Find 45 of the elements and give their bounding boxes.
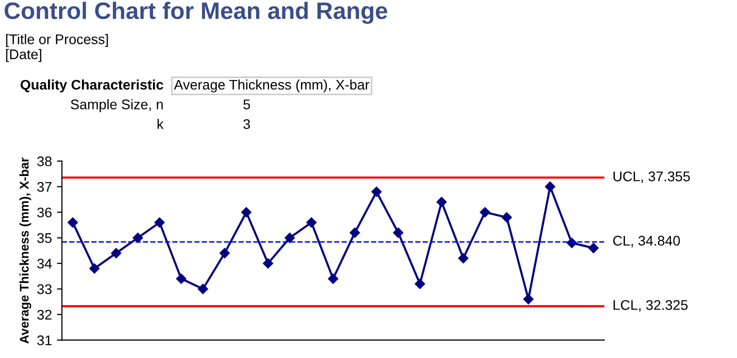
point [89, 263, 100, 274]
text: 5 [243, 100, 250, 110]
text: Sample Size, n [70, 99, 163, 112]
point [262, 258, 274, 268]
point [68, 217, 78, 228]
point [176, 274, 186, 284]
y-axis-title: Average Thickness (mm), X-bar [19, 158, 32, 344]
point [588, 242, 599, 254]
point [371, 186, 382, 197]
point [393, 228, 404, 238]
text: [Date] [6, 49, 42, 62]
point [198, 284, 208, 294]
y-tick-label: 34 [37, 258, 52, 269]
point [523, 294, 534, 304]
ref-line-label: CL, 34.840 [613, 236, 680, 248]
y-tick-label: 32 [37, 310, 52, 320]
y-tick-label: 37 [37, 182, 52, 192]
ref-line-label: LCL, 32.325 [614, 300, 688, 312]
point [220, 248, 230, 258]
y-tick-label: 38 [37, 156, 52, 166]
point [544, 182, 556, 192]
text: Quality Characteristic [20, 79, 164, 92]
chart-subtitle: [Title or Process] [6, 34, 108, 47]
text: 3 [243, 119, 250, 130]
y-tick-label: 35 [37, 233, 52, 243]
point [414, 278, 426, 289]
point [284, 232, 295, 243]
point [241, 207, 252, 218]
point [480, 207, 490, 218]
point [328, 274, 338, 284]
y-tick-label: 33 [37, 284, 52, 294]
point [306, 217, 317, 228]
ref-line-label: UCL, 37.355 [614, 171, 690, 183]
text: Average Thickness (mm), X-bar [174, 79, 370, 92]
point [458, 253, 468, 264]
point [502, 212, 512, 222]
y-tick-label: 36 [37, 208, 52, 218]
point [111, 248, 122, 258]
point [436, 196, 447, 208]
chart-title: Control Chart for Mean and Range [4, 2, 388, 24]
point [132, 232, 143, 243]
text: k [158, 118, 164, 129]
y-tick-label: 31 [37, 335, 52, 346]
point [350, 228, 360, 238]
point [154, 217, 165, 228]
